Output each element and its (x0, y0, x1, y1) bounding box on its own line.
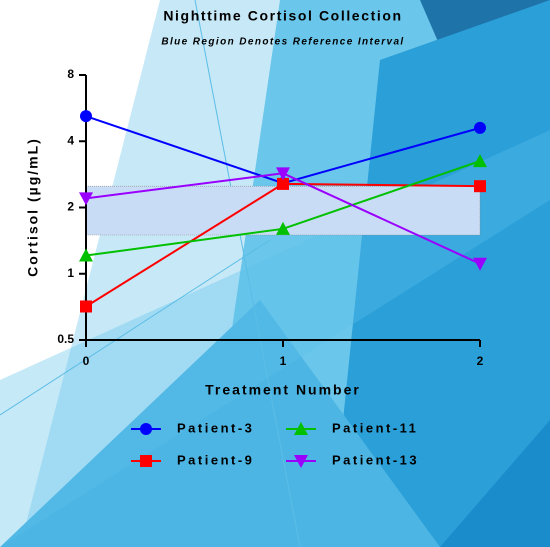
chart-subtitle: Blue Region Denotes Reference Interval (161, 37, 404, 48)
chart-title: Nighttime Cortisol Collection (163, 8, 402, 24)
marker (140, 455, 152, 467)
marker (276, 167, 290, 181)
marker (276, 221, 290, 235)
marker (294, 422, 308, 435)
y-tick-label: 4 (67, 133, 74, 147)
marker (140, 423, 152, 435)
marker (474, 180, 486, 193)
y-tick-label: 1 (67, 266, 74, 280)
y-tick-label: 0.5 (57, 332, 74, 346)
y-axis-label: Cortisol (µg/mL) (25, 137, 41, 277)
x-axis-label: Treatment Number (205, 382, 361, 398)
marker (473, 154, 487, 168)
x-tick-label: 0 (83, 354, 90, 368)
legend-label: Patient-11 (332, 420, 418, 435)
y-tick-label: 8 (67, 67, 74, 81)
marker (79, 192, 93, 206)
marker (79, 248, 93, 262)
x-tick-label: 1 (280, 354, 287, 368)
legend-label: Patient-3 (177, 420, 254, 435)
x-tick-label: 2 (477, 354, 484, 368)
y-tick-label: 2 (67, 200, 74, 214)
marker (474, 121, 486, 134)
marker (473, 257, 487, 271)
marker (294, 455, 308, 468)
marker (277, 177, 289, 190)
marker (80, 110, 92, 123)
marker (80, 300, 92, 313)
legend-label: Patient-9 (177, 452, 254, 467)
legend-label: Patient-13 (332, 452, 419, 467)
